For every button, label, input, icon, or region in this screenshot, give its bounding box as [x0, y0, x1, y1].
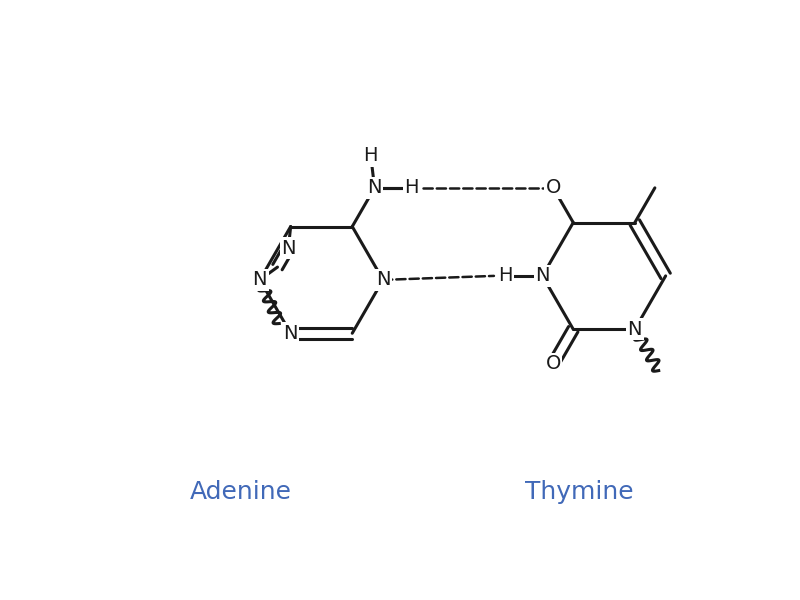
Text: Thymine: Thymine	[525, 479, 634, 503]
Text: N: N	[253, 271, 267, 289]
Text: Adenine: Adenine	[190, 479, 292, 503]
Text: H: H	[498, 266, 513, 286]
Text: N: N	[376, 271, 390, 289]
Text: H: H	[363, 146, 378, 165]
Text: O: O	[546, 178, 561, 197]
Text: N: N	[281, 239, 296, 258]
Text: N: N	[535, 266, 550, 286]
Text: N: N	[627, 320, 642, 339]
Text: N: N	[283, 324, 298, 343]
Text: O: O	[546, 355, 561, 373]
Text: H: H	[404, 178, 418, 197]
Text: N: N	[367, 178, 382, 197]
